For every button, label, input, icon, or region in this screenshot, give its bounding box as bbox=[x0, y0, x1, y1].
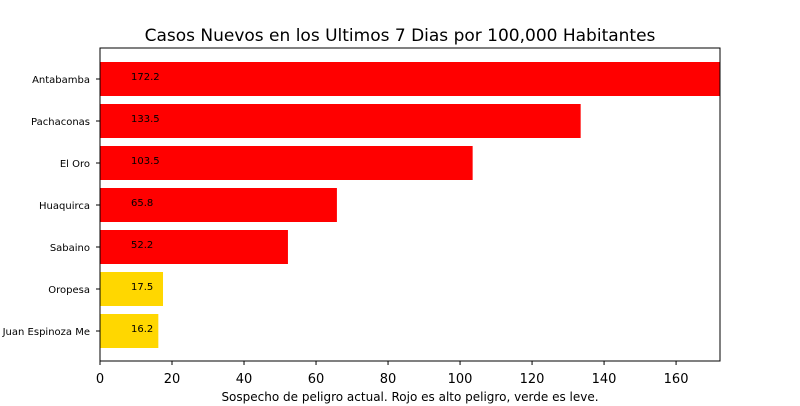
bar bbox=[100, 62, 720, 96]
bar bbox=[100, 104, 581, 138]
bar bbox=[100, 272, 164, 306]
x-axis-label: Sospecho de peligro actual. Rojo es alto… bbox=[221, 390, 598, 404]
data-label: 16.2 bbox=[131, 324, 153, 335]
y-tick-label: Huaquirca bbox=[39, 201, 90, 212]
x-tick-label: 80 bbox=[380, 372, 397, 387]
chart-title: Casos Nuevos en los Ultimos 7 Dias por 1… bbox=[145, 26, 656, 46]
y-tick-label: Juan Espinoza Me bbox=[2, 327, 90, 338]
x-tick-label: 140 bbox=[592, 372, 617, 387]
y-tick-label: Sabaino bbox=[50, 243, 90, 254]
data-label: 133.5 bbox=[131, 114, 160, 125]
y-tick-label: El Oro bbox=[60, 159, 90, 170]
y-axis: Antabamba Pachaconas El Oro Huaquirca Sabain… bbox=[2, 75, 100, 338]
data-label: 52.2 bbox=[131, 240, 153, 251]
x-tick-label: 0 bbox=[96, 372, 104, 387]
bar bbox=[100, 146, 473, 180]
x-tick-label: 100 bbox=[448, 372, 473, 387]
x-axis: 0 20 40 60 80 100 120 140 160 bbox=[96, 361, 689, 387]
x-tick-label: 60 bbox=[308, 372, 325, 387]
y-tick-label: Oropesa bbox=[48, 285, 90, 296]
data-label: 103.5 bbox=[131, 156, 160, 167]
x-tick-label: 20 bbox=[164, 372, 181, 387]
bars-group bbox=[100, 62, 720, 348]
bar bbox=[100, 230, 288, 264]
x-tick-label: 160 bbox=[664, 372, 689, 387]
plot-frame bbox=[99, 47, 721, 362]
data-label: 172.2 bbox=[131, 72, 160, 83]
x-tick-label: 120 bbox=[520, 372, 545, 387]
bar bbox=[100, 314, 159, 348]
data-label: 65.8 bbox=[131, 198, 153, 209]
data-labels-group: 172.2 133.5 103.5 65.8 52.2 17.5 16.2 bbox=[131, 72, 160, 335]
y-tick-label: Pachaconas bbox=[31, 117, 90, 128]
bar bbox=[100, 188, 337, 222]
y-tick-label: Antabamba bbox=[32, 75, 90, 86]
x-tick-label: 40 bbox=[236, 372, 253, 387]
data-label: 17.5 bbox=[131, 282, 153, 293]
